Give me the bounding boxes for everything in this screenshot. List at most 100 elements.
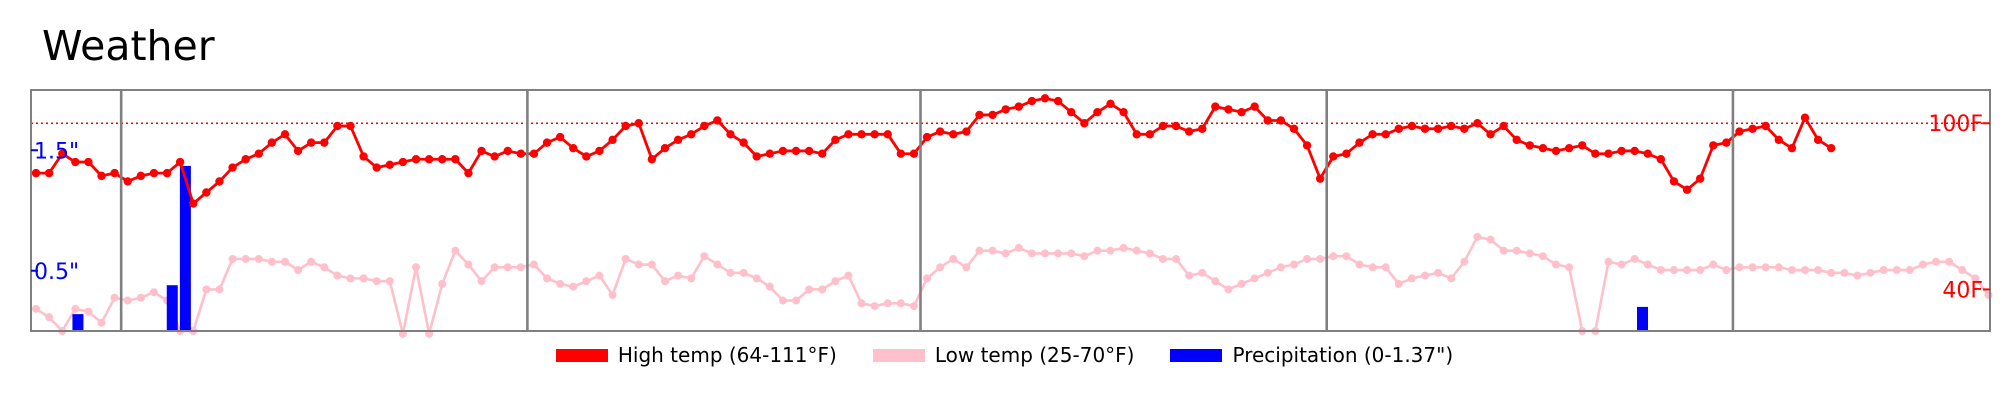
low-temp-point xyxy=(136,293,145,302)
low-temp-point xyxy=(1276,263,1285,272)
low-temp-point xyxy=(1342,252,1351,261)
high-temp-point xyxy=(1224,105,1233,114)
low-temp-point xyxy=(1263,268,1272,277)
low-temp-point xyxy=(1918,260,1927,269)
low-temp-point xyxy=(385,277,394,286)
low-temp-point xyxy=(1250,274,1259,283)
high-temp-point xyxy=(1512,135,1521,145)
low-temp-point xyxy=(1958,266,1967,275)
high-temp-point xyxy=(1250,102,1259,111)
low-temp-point xyxy=(320,263,329,272)
high-temp-point xyxy=(1211,102,1220,111)
high-temp-point xyxy=(438,155,447,164)
high-temp-point xyxy=(411,155,421,164)
high-temp-point xyxy=(778,146,788,156)
high-temp-point xyxy=(1394,124,1403,133)
high-temp-point xyxy=(254,149,263,158)
low-temp-point xyxy=(149,288,158,297)
high-temp-point xyxy=(1381,130,1390,139)
high-temp-point xyxy=(686,130,696,139)
high-temp-point xyxy=(870,130,879,139)
low-temp-point xyxy=(1643,260,1652,269)
high-temp-point xyxy=(1525,141,1535,150)
low-temp-point xyxy=(726,268,735,277)
legend-swatch-low xyxy=(872,348,925,362)
legend-swatch-high xyxy=(555,348,608,362)
low-temp-point xyxy=(660,277,669,286)
month-dividers xyxy=(119,90,1735,331)
high-temp-point xyxy=(1591,149,1600,158)
low-temp-point xyxy=(608,290,617,299)
high-temp-point xyxy=(1682,185,1692,194)
low-temp-point xyxy=(1552,260,1561,269)
precip-bar-3 xyxy=(1637,306,1649,331)
high-temp-point xyxy=(1355,138,1364,147)
high-temp-point xyxy=(1040,94,1050,103)
precip-tick-label: 0.5" xyxy=(34,260,79,285)
low-temp-point xyxy=(451,246,460,255)
high-temp-point xyxy=(831,135,840,145)
high-temp-point xyxy=(149,168,159,178)
low-temp-point xyxy=(1132,246,1141,255)
low-temp-point xyxy=(1054,249,1063,258)
high-temp-point xyxy=(1027,96,1037,106)
high-temp-point xyxy=(1263,116,1272,125)
low-temp-point xyxy=(1656,266,1665,275)
low-temp-point xyxy=(1971,274,1980,283)
high-temp-point xyxy=(949,130,958,139)
high-temp-point xyxy=(1486,130,1495,139)
high-temp-point xyxy=(202,188,211,197)
low-temp-point xyxy=(857,299,866,308)
high-temp-point xyxy=(1722,138,1731,147)
high-temp-point xyxy=(1014,102,1023,111)
high-temp-point xyxy=(1630,146,1639,156)
high-temp-point xyxy=(1368,130,1377,139)
high-temp-point xyxy=(398,157,408,167)
low-temp-point xyxy=(805,285,814,294)
high-temp-point xyxy=(44,168,54,178)
low-temp-point xyxy=(949,254,958,263)
low-temp-point xyxy=(123,296,132,305)
low-temp-point xyxy=(1473,232,1482,241)
low-temp-point xyxy=(1198,268,1207,277)
low-temp-point xyxy=(516,263,525,272)
low-temp-point xyxy=(582,277,591,286)
low-temp-point xyxy=(896,299,905,308)
high-temp-point xyxy=(962,127,971,136)
high-temp-point xyxy=(215,177,224,186)
low-temp-point xyxy=(1368,263,1377,272)
high-temp-point xyxy=(1446,121,1456,131)
high-temp-point xyxy=(1119,107,1128,117)
high-temp-point xyxy=(477,146,486,156)
high-temp-point xyxy=(1695,174,1705,183)
low-temp-point xyxy=(647,260,656,269)
high-temp-point xyxy=(1158,121,1168,131)
high-temp-point xyxy=(1001,105,1010,114)
high-temp-point xyxy=(608,135,617,145)
low-temp-point xyxy=(267,257,276,266)
high-temp-point xyxy=(228,163,237,172)
temp-tick-label: 100F xyxy=(1928,112,1983,137)
low-temp-point xyxy=(975,246,984,255)
low-temp-point xyxy=(71,304,80,313)
low-temp-point xyxy=(1827,268,1836,277)
low-temp-point xyxy=(1447,274,1456,283)
low-temp-point xyxy=(1355,260,1364,269)
low-temp-point xyxy=(1617,260,1626,269)
low-temp-point xyxy=(1381,263,1390,272)
low-temp-point xyxy=(844,271,853,280)
low-temp-point xyxy=(1669,266,1678,275)
high-temp-point xyxy=(241,155,250,164)
high-temp-point xyxy=(293,146,303,156)
high-temp-point xyxy=(739,138,748,147)
low-temp-point xyxy=(110,293,119,302)
high-temp-point xyxy=(1827,143,1836,153)
high-temp-point xyxy=(935,127,945,136)
high-temp-point xyxy=(673,135,683,145)
low-temp-point xyxy=(674,271,683,280)
high-temp-point xyxy=(857,130,866,139)
frame-border xyxy=(30,89,1991,332)
high-temp-point xyxy=(1289,124,1299,133)
low-temp-point xyxy=(595,271,604,280)
high-temp-point xyxy=(555,132,565,142)
